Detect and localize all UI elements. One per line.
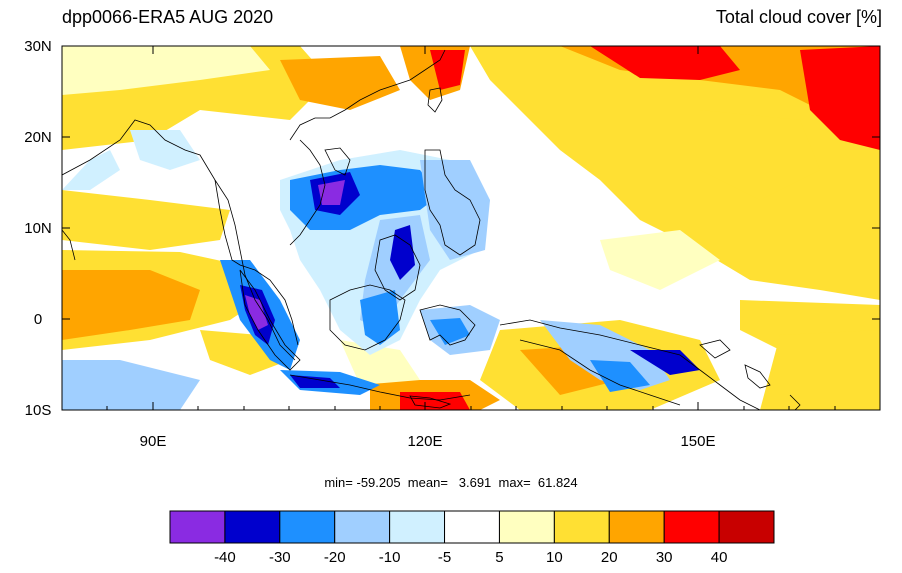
- colorbar-swatch: [444, 510, 500, 544]
- colorbar-swatch: [498, 510, 555, 544]
- lat-labels: 30N 20N 10N 0 10S: [24, 38, 52, 419]
- map-plot: 30N 20N 10N 0 10S 90E 120E 150E: [24, 38, 881, 450]
- variable-title: Total cloud cover [%]: [715, 7, 882, 27]
- colorbar-swatch: [553, 510, 610, 544]
- tick-marks: [62, 45, 880, 411]
- lat-label: 10S: [25, 402, 52, 419]
- lat-label: 0: [34, 311, 42, 328]
- lat-label: 30N: [24, 38, 52, 55]
- lon-label: 90E: [140, 433, 167, 450]
- statistics-text: min= -59.205 mean= 3.691 max= 61.824: [324, 475, 578, 490]
- colorbar-swatch: [389, 510, 446, 544]
- plot-title: dpp0066-ERA5 AUG 2020: [62, 7, 274, 27]
- lon-labels: 90E 120E 150E: [140, 433, 716, 450]
- colorbar: [169, 510, 775, 544]
- colorbar-swatch: [279, 510, 336, 544]
- colorbar-swatch: [718, 510, 775, 544]
- colorbar-swatch: [169, 510, 226, 544]
- colorbar-label: 20: [600, 549, 618, 566]
- colorbar-label: 40: [710, 549, 728, 566]
- lon-label: 120E: [407, 433, 442, 450]
- colorbar-label: 30: [655, 549, 673, 566]
- coastlines: [62, 49, 801, 410]
- lon-label: 150E: [680, 433, 715, 450]
- colorbar-label: -20: [323, 549, 346, 566]
- lat-label: 10N: [24, 220, 52, 237]
- colorbar-swatch: [608, 510, 665, 544]
- colorbar-swatch: [334, 510, 391, 544]
- lat-label: 20N: [24, 129, 52, 146]
- colorbar-swatch: [663, 510, 720, 544]
- colorbar-label: -40: [214, 549, 236, 566]
- colorbar-label: 5: [495, 549, 504, 566]
- colorbar-label: -30: [268, 549, 291, 566]
- colorbar-label: 10: [546, 549, 563, 566]
- colorbar-swatch: [224, 510, 281, 544]
- cloud-field: [62, 46, 880, 410]
- colorbar-label: -10: [378, 549, 401, 566]
- colorbar-label: -5: [437, 549, 452, 566]
